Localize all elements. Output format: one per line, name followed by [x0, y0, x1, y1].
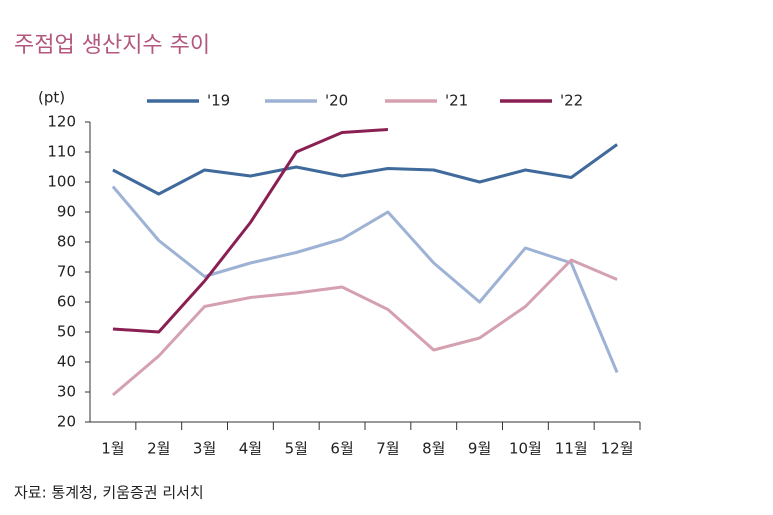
y-tick-label: 70 [57, 263, 76, 281]
series-line [112, 128, 389, 334]
y-tick-label: 120 [47, 113, 76, 131]
y-tick-label: 30 [57, 383, 76, 401]
chart-title: 주점업 생산지수 추이 [14, 33, 210, 58]
legend-label: '22 [560, 92, 583, 110]
y-tick-label: 20 [57, 413, 76, 431]
x-tick-label: 9월 [468, 440, 491, 458]
source: 자료: 통계청, 키움증권 리서치 [14, 484, 204, 502]
y-tick-label: 110 [47, 143, 76, 161]
y-unit: (pt) [38, 89, 65, 107]
x-tick-label: 4월 [239, 440, 262, 458]
x-tick-label: 6월 [330, 440, 353, 458]
series-line [112, 143, 618, 196]
x-tick-label: 2월 [147, 440, 170, 458]
x-tick-label: 12월 [601, 440, 634, 458]
y-tick-label: 40 [57, 353, 76, 371]
x-tick-label: 1월 [101, 440, 124, 458]
legend-label: '21 [445, 92, 468, 110]
y-tick-label: 90 [57, 203, 76, 221]
x-tick-label: 5월 [285, 440, 308, 458]
x-tick-label: 8월 [422, 440, 445, 458]
series-line [111, 258, 618, 397]
x-tick-label: 11월 [555, 440, 588, 458]
legend-label: '20 [325, 92, 348, 110]
x-tick-label: 10월 [509, 440, 542, 458]
x-tick-label: 7월 [376, 440, 399, 458]
y-tick-label: 50 [57, 323, 76, 341]
y-tick-label: 80 [57, 233, 76, 251]
y-tick-label: 100 [47, 173, 76, 191]
legend-label: '19 [207, 92, 230, 110]
series-line [111, 185, 619, 374]
x-tick-label: 3월 [193, 440, 216, 458]
y-tick-label: 60 [57, 293, 76, 311]
